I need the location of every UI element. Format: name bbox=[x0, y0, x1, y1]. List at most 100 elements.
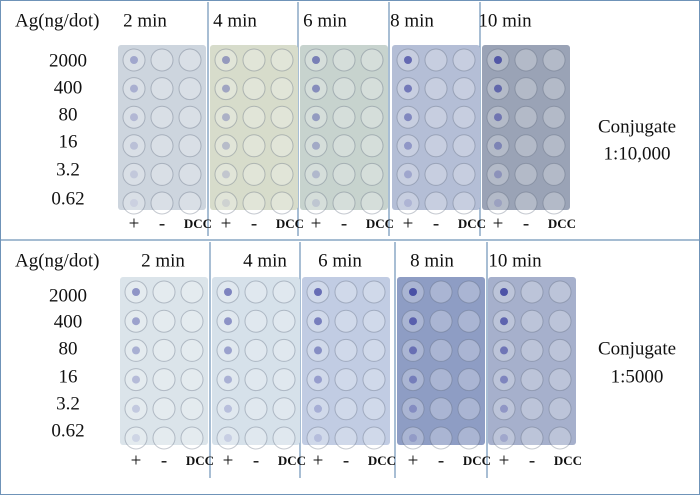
well bbox=[360, 191, 384, 215]
column-label: DCC bbox=[548, 216, 576, 231]
dot bbox=[132, 288, 140, 296]
well bbox=[457, 338, 481, 362]
well bbox=[542, 191, 566, 215]
well bbox=[360, 77, 384, 101]
dot bbox=[224, 317, 232, 326]
column-label: + bbox=[129, 213, 140, 234]
well bbox=[360, 134, 384, 158]
dot bbox=[409, 404, 417, 413]
well bbox=[214, 134, 238, 158]
well bbox=[396, 134, 420, 158]
well bbox=[180, 338, 204, 362]
dot bbox=[224, 404, 232, 413]
well bbox=[424, 191, 448, 215]
well bbox=[457, 426, 481, 450]
well bbox=[396, 105, 420, 129]
well bbox=[401, 368, 425, 392]
time-label: 8 min bbox=[410, 250, 454, 271]
dot bbox=[132, 404, 140, 413]
dot bbox=[132, 317, 140, 326]
well bbox=[542, 105, 566, 129]
well bbox=[244, 368, 268, 392]
well bbox=[520, 309, 544, 333]
dot bbox=[409, 375, 417, 384]
well bbox=[514, 77, 538, 101]
dot bbox=[132, 375, 140, 384]
well bbox=[216, 397, 240, 421]
well bbox=[542, 77, 566, 101]
column-label: DCC bbox=[368, 453, 396, 468]
dot bbox=[224, 375, 232, 384]
well bbox=[178, 77, 202, 101]
column-label: DCC bbox=[184, 216, 212, 231]
well bbox=[486, 162, 510, 186]
well bbox=[272, 280, 296, 304]
dot bbox=[222, 170, 230, 179]
column-label: - bbox=[161, 450, 167, 471]
column-label: + bbox=[408, 450, 419, 471]
well bbox=[178, 48, 202, 72]
column-label: DCC bbox=[278, 453, 306, 468]
concentration: 0.62 bbox=[51, 420, 84, 441]
dot bbox=[500, 404, 508, 413]
dot bbox=[494, 84, 502, 93]
well bbox=[452, 134, 476, 158]
dot bbox=[130, 199, 138, 207]
column-label: - bbox=[251, 213, 257, 234]
well bbox=[180, 309, 204, 333]
plate bbox=[482, 45, 570, 210]
well bbox=[548, 338, 572, 362]
dot bbox=[130, 113, 138, 122]
well bbox=[214, 77, 238, 101]
well bbox=[360, 162, 384, 186]
dot bbox=[314, 434, 322, 442]
time-label: 8 min bbox=[390, 10, 434, 31]
well bbox=[122, 134, 146, 158]
well bbox=[180, 426, 204, 450]
well bbox=[214, 48, 238, 72]
column-label: + bbox=[311, 213, 322, 234]
dot bbox=[314, 375, 322, 384]
well bbox=[424, 134, 448, 158]
dot bbox=[404, 84, 412, 93]
dot bbox=[404, 113, 412, 122]
dot bbox=[314, 404, 322, 413]
concentration: 16 bbox=[59, 131, 78, 152]
dot bbox=[500, 317, 508, 326]
column-label: DCC bbox=[554, 453, 582, 468]
well bbox=[452, 77, 476, 101]
well bbox=[214, 162, 238, 186]
well bbox=[332, 105, 356, 129]
dot bbox=[222, 113, 230, 122]
well bbox=[452, 191, 476, 215]
well bbox=[306, 426, 330, 450]
column-label: + bbox=[131, 450, 142, 471]
well bbox=[270, 162, 294, 186]
well bbox=[178, 191, 202, 215]
well bbox=[332, 77, 356, 101]
dot bbox=[500, 434, 508, 442]
well bbox=[304, 134, 328, 158]
well bbox=[520, 338, 544, 362]
dot bbox=[312, 113, 320, 122]
well bbox=[304, 191, 328, 215]
plate bbox=[300, 45, 388, 210]
well bbox=[514, 48, 538, 72]
dot bbox=[404, 56, 412, 64]
well bbox=[244, 397, 268, 421]
column-label: DCC bbox=[276, 216, 304, 231]
well bbox=[122, 105, 146, 129]
well bbox=[270, 134, 294, 158]
well bbox=[548, 368, 572, 392]
well bbox=[242, 134, 266, 158]
well bbox=[548, 397, 572, 421]
plate bbox=[118, 45, 206, 210]
column-label: + bbox=[499, 450, 510, 471]
well bbox=[272, 368, 296, 392]
plate bbox=[392, 45, 480, 210]
well bbox=[514, 134, 538, 158]
well bbox=[457, 368, 481, 392]
column-label: + bbox=[223, 450, 234, 471]
time-label: 6 min bbox=[318, 250, 362, 271]
dot bbox=[224, 434, 232, 442]
